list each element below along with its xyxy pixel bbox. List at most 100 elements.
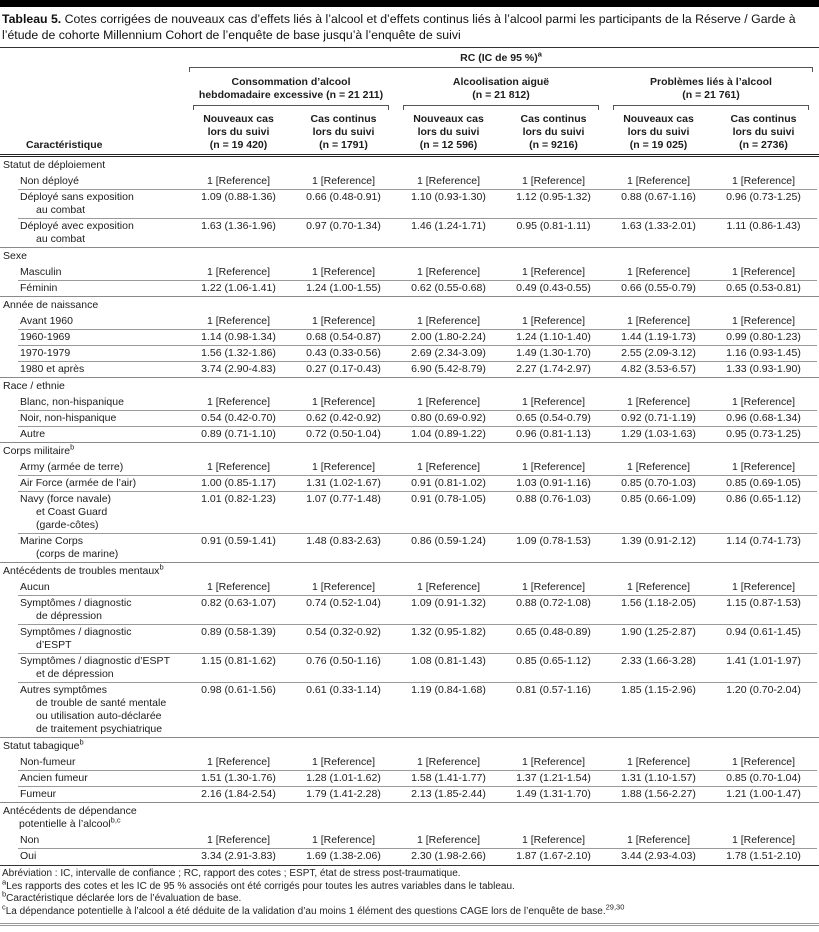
text-line: Statut tabagiqueb (3, 737, 84, 752)
cell-value: 0.43 (0.33-0.56) (306, 346, 381, 359)
footnote-text: La dépendance potentielle à l’alcool a é… (5, 905, 606, 917)
cell-value: 1 [Reference] (311, 755, 376, 768)
footnote-marker: c (2, 902, 6, 912)
cell-value: 1.31 (1.10-1.57) (621, 771, 696, 784)
cell-value: 1.56 (1.18-2.05) (621, 596, 696, 609)
cell-value: 1 [Reference] (731, 265, 796, 278)
footnote-text: Abréviation : IC, intervalle de confianc… (2, 868, 461, 879)
text-line: d’ESPT (36, 638, 72, 651)
cell-value: 0.65 (0.48-0.89) (516, 625, 591, 638)
table-row: Autres symptômes de trouble de santé ment… (0, 682, 819, 737)
text-line: (n = 1791) (319, 139, 368, 151)
cell-value: 1 [Reference] (416, 580, 481, 593)
column-group-label: Alcoolisation aiguë (n = 21 812) (396, 76, 606, 102)
table-row: Air Force (armée de l’air) 1.00 (0.85-1.1… (0, 475, 819, 491)
title-rule (0, 47, 819, 48)
row-label: Déployé avec exposition au combat (0, 220, 186, 246)
footnote: cLa dépendance potentielle à l’alcool a … (2, 903, 817, 919)
table-row: Navy (force navale) et Coast Guard (garde-… (0, 491, 819, 533)
section-label: Année de naissance (0, 296, 819, 313)
cell-value: 1 [Reference] (626, 580, 691, 593)
footnote-marker: b (70, 442, 75, 452)
text-line: Marine Corps (20, 534, 84, 547)
cell-value: 1 [Reference] (626, 460, 691, 473)
cell-value: 1.09 (0.91-1.32) (411, 596, 486, 609)
table-section: Statut tabagiqueb Non-fumeur 1 [Reference]… (0, 737, 819, 802)
cell-value: 1 [Reference] (416, 174, 481, 187)
text-line: Nouveaux cas (203, 113, 274, 125)
footnotes: Abréviation : IC, intervalle de confianc… (0, 866, 819, 921)
column-group-bracket (613, 105, 809, 110)
cell-value: 3.44 (2.93-4.03) (621, 849, 696, 862)
cell-value: 0.54 (0.32-0.92) (306, 625, 381, 638)
text-line: Race / ethnie (3, 380, 65, 392)
footnote: aLes rapports des cotes et les IC de 95 … (2, 878, 817, 894)
text-line: Antécédents de dépendance (3, 805, 137, 817)
row-label: Symptômes / diagnostic d’ESPT et de dépre… (0, 655, 186, 681)
footnote-text: Caractéristique déclarée lors de l’évalu… (6, 893, 242, 905)
cell-value: 1.78 (1.51-2.10) (726, 849, 801, 862)
table-section: Statut de déploiement Non déployé 1 [Refer… (0, 157, 819, 247)
text-line: Antécédents de troubles mentauxb (3, 562, 164, 577)
text-line: (n = 9216) (529, 139, 578, 151)
footnote-text: Les rapports des cotes et les IC de 95 %… (6, 880, 515, 892)
cell-value: 1 [Reference] (416, 395, 481, 408)
text-line: hebdomadaire excessive (n = 21 211) (198, 89, 384, 101)
table-row: Fumeur 2.16 (1.84-2.54) 1.79 (1.41-2.28) 2.… (0, 786, 819, 802)
text-line: lors du suivi (732, 126, 795, 138)
row-label: Autres symptômes de trouble de santé ment… (0, 684, 186, 736)
cell-value: 1 [Reference] (206, 460, 271, 473)
row-label: Non déployé (0, 175, 186, 188)
column-group-bracket (403, 105, 599, 110)
cell-value: 0.98 (0.61-1.56) (201, 683, 276, 696)
table-section: Corps militaireb Army (armée de terre) 1 [… (0, 442, 819, 562)
cell-value: 1.51 (1.30-1.76) (201, 771, 276, 784)
cell-value: 1.37 (1.21-1.54) (516, 771, 591, 784)
cell-value: 1.11 (0.86-1.43) (726, 219, 801, 232)
cell-value: 0.91 (0.81-1.02) (411, 476, 486, 489)
table-title: Tableau 5. Cotes corrigées de nouveaux c… (0, 7, 819, 46)
text-line: Problèmes liés à l’alcool (650, 76, 772, 88)
table-row: Autre 0.89 (0.71-1.10) 0.72 (0.50-1.04) 1.0… (0, 426, 819, 442)
text-line: Masculin (20, 265, 62, 278)
footnote-marker: b (159, 562, 164, 572)
cell-value: 0.96 (0.81-1.13) (516, 427, 591, 440)
table-section: Antécédents de dépendance potentielle à l… (0, 802, 819, 864)
cell-value: 1.69 (1.38-2.06) (306, 849, 381, 862)
table-row: Masculin 1 [Reference] 1 [Reference] 1 [Ref… (0, 264, 819, 280)
text-line: de trouble de santé mentale (36, 696, 167, 709)
cell-value: 0.68 (0.54-0.87) (306, 330, 381, 343)
text-line: Nouveaux cas (623, 113, 694, 125)
cell-value: 1.41 (1.01-1.97) (726, 654, 801, 667)
cell-value: 0.85 (0.70-1.03) (621, 476, 696, 489)
table-number: Tableau 5. (2, 12, 62, 26)
cell-value: 0.80 (0.69-0.92) (411, 411, 486, 424)
cell-value: 1 [Reference] (206, 395, 271, 408)
cell-value: 1 [Reference] (731, 580, 796, 593)
text-line: Statut de déploiement (3, 159, 106, 171)
column-headers: Caractéristique Nouveaux cas lors du suiv… (0, 113, 819, 157)
cell-value: 0.86 (0.65-1.12) (726, 492, 801, 505)
cell-value: 0.86 (0.59-1.24) (411, 534, 486, 547)
text-line: Ancien fumeur (20, 771, 88, 784)
cell-value: 1.24 (1.00-1.55) (306, 281, 381, 294)
cell-value: 0.96 (0.68-1.34) (726, 411, 801, 424)
column-header: Nouveaux cas lors du suivi (n = 12 596) (396, 113, 501, 152)
cell-value: 1.19 (0.84-1.68) (411, 683, 486, 696)
cell-value: 1 [Reference] (731, 460, 796, 473)
row-label: Déployé sans exposition au combat (0, 191, 186, 217)
cell-value: 0.96 (0.73-1.25) (726, 190, 801, 203)
cell-value: 0.91 (0.78-1.05) (411, 492, 486, 505)
cell-value: 2.55 (2.09-3.12) (621, 346, 696, 359)
cell-value: 1 [Reference] (311, 174, 376, 187)
table-section: Antécédents de troubles mentauxb Aucun 1 [… (0, 562, 819, 737)
cell-value: 1 [Reference] (731, 395, 796, 408)
column-group: Problèmes liés à l’alcool (n = 21 761) (606, 76, 816, 110)
text-line: lors du suivi (312, 126, 375, 138)
text-line: lors du suivi (417, 126, 480, 138)
cell-value: 0.72 (0.50-1.04) (306, 427, 381, 440)
text-line: Année de naissance (3, 299, 99, 311)
cell-value: 1.22 (1.06-1.41) (201, 281, 276, 294)
cell-value: 1.88 (1.56-2.27) (621, 787, 696, 800)
